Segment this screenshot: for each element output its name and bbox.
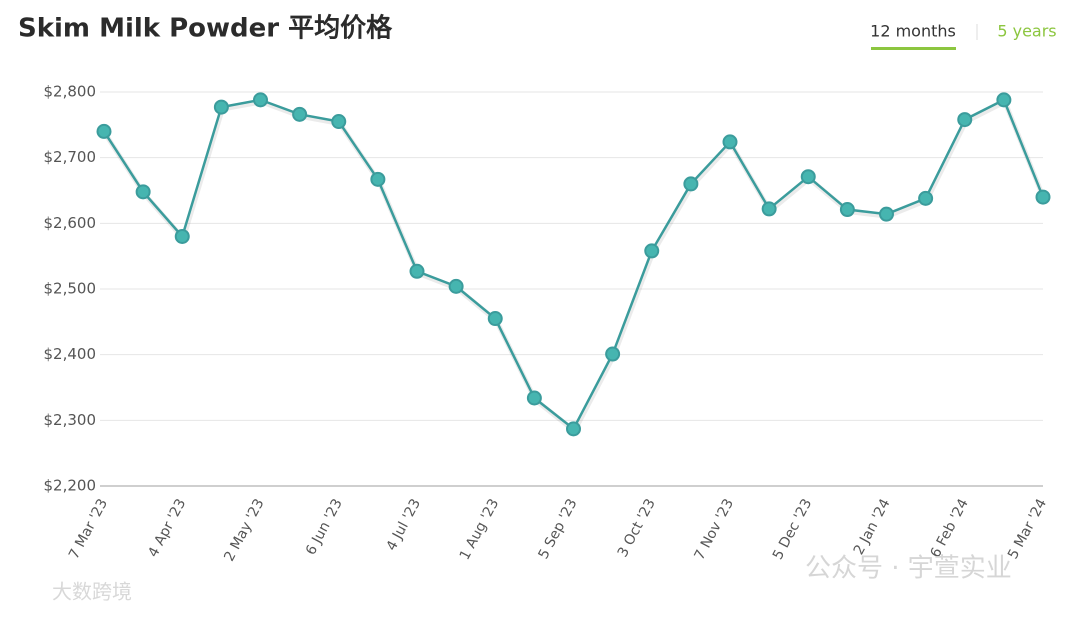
y-tick-label: $2,500 [44,280,97,298]
marker [331,114,347,130]
marker [213,99,229,115]
tab-underline [871,47,956,50]
marker [409,263,425,279]
x-tick-label: 5 Sep '23 [536,496,581,562]
marker [292,106,308,122]
y-tick-label: $2,300 [44,411,97,429]
x-tick-label: 2 Jan '24 [851,496,894,557]
marker [174,228,190,244]
plot: $2,200 $2,300 $2,400 $2,500 $2,600 $2,700 $2,8… [44,83,1051,564]
marker [526,390,542,406]
x-tick-label: 4 Apr '23 [145,496,189,560]
y-tick-label: $2,800 [44,83,97,101]
marker [370,171,386,187]
line [102,98,1045,431]
marker [722,134,738,150]
x-tick-label: 6 Jun '23 [303,496,346,558]
marker [996,92,1012,108]
tab[interactable]: 5 years [997,22,1056,41]
marker [800,169,816,185]
watermark: 公众号 · 宇萱实业 [805,554,1012,584]
marker [839,202,855,218]
watermark: 大数跨境 [52,580,132,604]
marker [605,346,621,362]
y-tick-label: $2,700 [44,148,97,166]
y-tick-label: $2,200 [44,477,97,495]
marker [683,176,699,192]
marker [918,190,934,206]
x-tick-label: 5 Mar '24 [1005,496,1050,562]
tab[interactable]: 12 months [870,22,956,41]
x-tick-label: 2 May '23 [221,496,267,564]
y-tick-label: $2,400 [44,345,97,363]
x-tick-label: 6 Feb '24 [928,496,972,560]
marker [761,201,777,217]
marker [448,278,464,294]
marker [1035,189,1051,205]
line-shadow [102,98,1047,435]
x-tick-label: 7 Mar '23 [66,496,111,562]
x-tick-label: 7 Nov '23 [692,496,737,562]
marker [135,184,151,200]
x-tick-label: 4 Jul '23 [383,496,424,553]
x-tick-label: 3 Oct '23 [615,496,659,560]
y-tick-label: $2,600 [44,214,97,232]
marker [957,112,973,128]
marker [879,206,894,222]
marker [96,123,112,139]
chart-title: Skim Milk Powder 平均价格 [18,13,393,44]
marker [253,92,268,108]
marker [644,243,660,259]
marker [487,311,503,327]
marker [566,421,581,437]
x-tick-label: 1 Aug '23 [457,496,502,563]
